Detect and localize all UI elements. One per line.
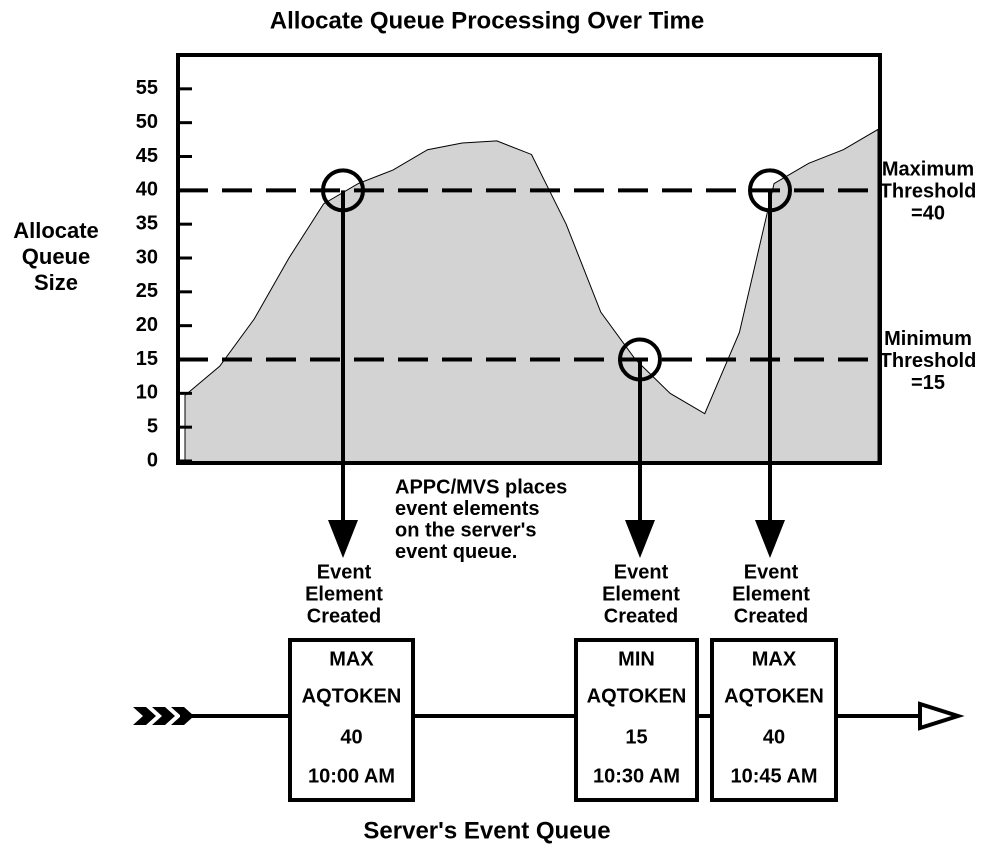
event-box-text: 10:30 AM [593, 765, 680, 787]
event-box-text: 15 [625, 726, 647, 748]
event-box [710, 638, 838, 802]
threshold-label: Threshold [880, 350, 977, 372]
event-caption: Event [744, 561, 799, 583]
event-caption: Created [734, 605, 808, 627]
event-box-text: 10:45 AM [730, 765, 817, 787]
chevrons [133, 707, 194, 725]
threshold-label: Threshold [880, 181, 977, 203]
note: on the server's [395, 519, 536, 541]
note: event queue. [395, 541, 517, 563]
area [184, 128, 879, 464]
y-axis-label: Queue [22, 244, 90, 269]
y-axis-label: Size [34, 270, 78, 295]
event-caption: Created [604, 605, 678, 627]
event-box-text: AQTOKEN [302, 685, 402, 707]
threshold-label: Maximum [882, 159, 974, 181]
event-box-text: MAX [329, 648, 374, 670]
event-box-text: 40 [763, 726, 785, 748]
y-axis-label: Allocate [13, 218, 99, 243]
note: event elements [395, 498, 540, 520]
y-tick-label: 55 [136, 77, 158, 99]
y-tick-label: 10 [136, 382, 158, 404]
event-arrowhead [625, 520, 655, 558]
y-tick-label: 50 [136, 111, 158, 133]
threshold-label: =40 [911, 203, 945, 225]
event-caption: Event [317, 561, 372, 583]
event-box-text: MAX [752, 648, 797, 670]
threshold-label: =15 [911, 372, 945, 394]
event-box-text: AQTOKEN [724, 685, 824, 707]
y-tick-label: 30 [136, 246, 158, 268]
y-tick-label: 25 [136, 280, 158, 302]
footer: Server's Event Queue [363, 817, 610, 844]
y-tick-label: 45 [136, 145, 158, 167]
event-box-text: AQTOKEN [587, 685, 687, 707]
y-tick-label: 5 [147, 415, 158, 437]
event-arrowhead [755, 520, 785, 558]
event-caption: Element [732, 583, 810, 605]
event-box-text: MIN [618, 648, 655, 670]
timeline-head [918, 701, 965, 731]
event-caption: Element [602, 583, 680, 605]
event-box [288, 638, 415, 802]
note: APPC/MVS places [395, 476, 567, 498]
y-tick-label: 0 [147, 449, 158, 471]
threshold-label: Minimum [884, 328, 972, 350]
y-tick-label: 40 [136, 179, 158, 201]
y-tick-label: 20 [136, 314, 158, 336]
chart-title: Allocate Queue Processing Over Time [270, 7, 704, 34]
event-box [574, 638, 699, 802]
event-caption: Element [305, 583, 383, 605]
y-tick-label: 35 [136, 212, 158, 234]
event-caption: Created [307, 605, 381, 627]
y-tick-label: 15 [136, 348, 158, 370]
event-box-text: 40 [340, 726, 362, 748]
event-arrowhead [328, 520, 358, 558]
event-caption: Event [614, 561, 669, 583]
event-box-text: 10:00 AM [308, 765, 395, 787]
